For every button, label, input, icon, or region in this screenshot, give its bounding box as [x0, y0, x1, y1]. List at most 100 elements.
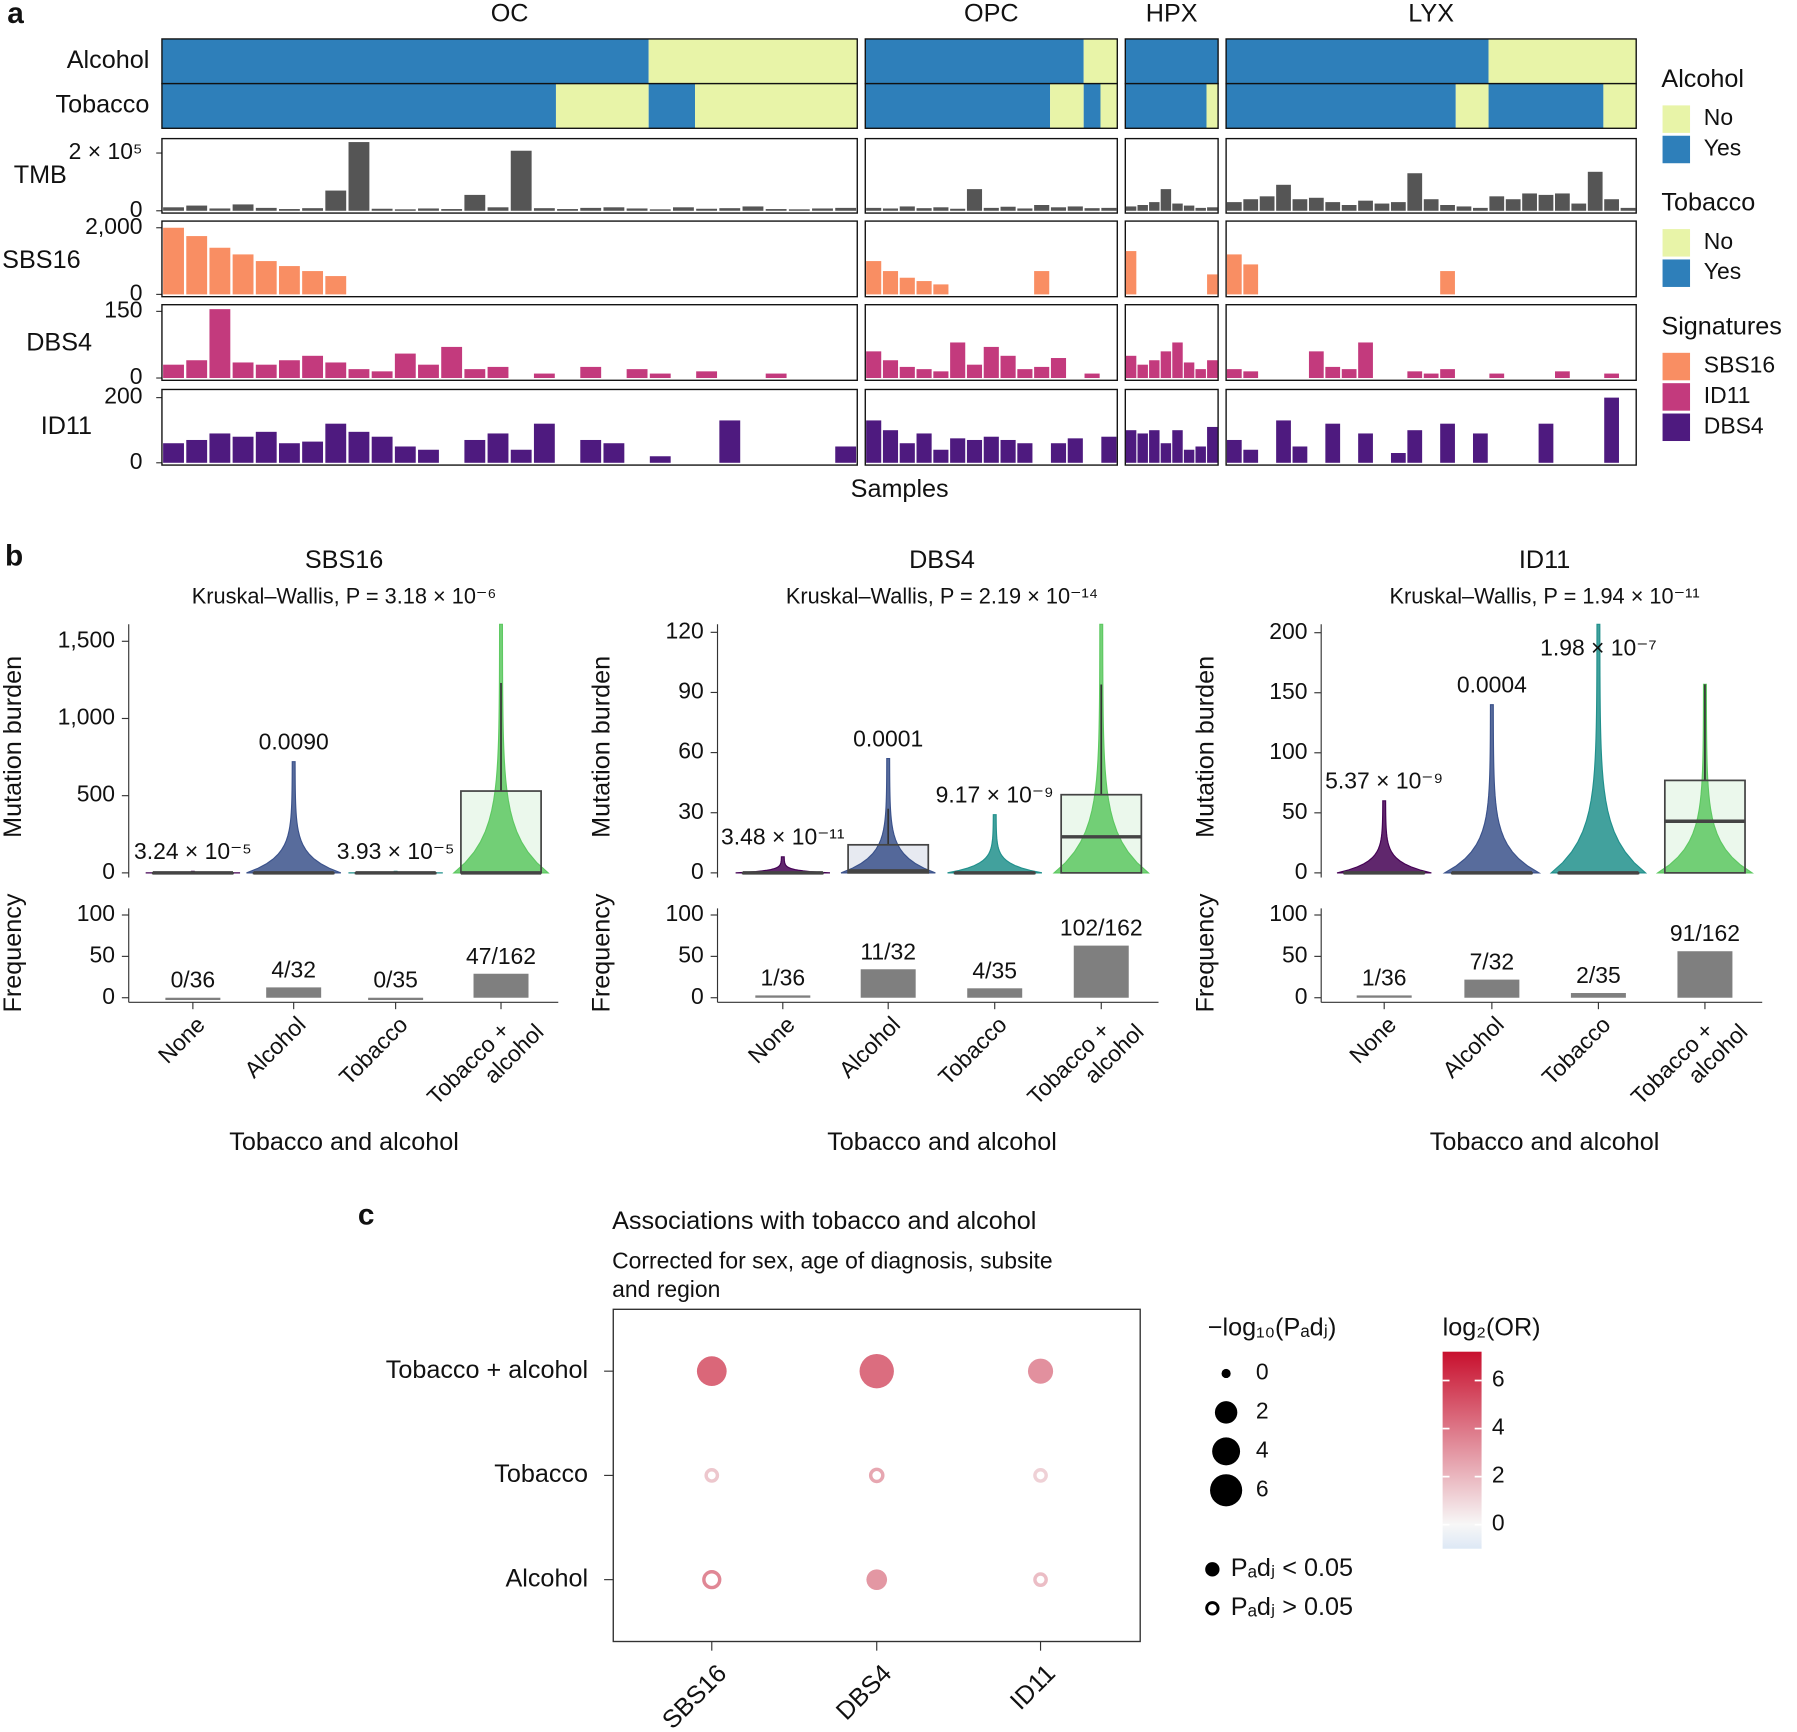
violin	[246, 761, 342, 874]
bar	[1207, 426, 1218, 463]
bar	[899, 277, 915, 295]
track-frame	[161, 137, 858, 214]
bar	[325, 423, 347, 463]
y-axis-title: Mutation burden	[588, 656, 616, 838]
bar	[882, 360, 899, 379]
bar	[1243, 264, 1259, 295]
bar	[1101, 207, 1117, 211]
bar	[278, 360, 300, 379]
group-title: OC	[491, 0, 529, 28]
legend-label: 0	[1256, 1359, 1269, 1385]
legend-label: Pₐdⱼ > 0.05	[1231, 1593, 1353, 1621]
dot	[704, 1468, 720, 1483]
bar	[348, 142, 370, 211]
bar	[209, 247, 231, 295]
bar	[860, 969, 916, 998]
legend-swatch	[1662, 259, 1691, 287]
annotation-cell	[1125, 83, 1207, 129]
bar	[302, 355, 324, 379]
bar	[163, 364, 184, 379]
bar	[533, 423, 555, 463]
bar	[580, 207, 602, 211]
bar	[186, 439, 208, 463]
legend-swatch	[1662, 229, 1691, 257]
annotation-cell	[161, 83, 556, 129]
bar-label: 0/36	[171, 967, 216, 993]
x-tick-label: None	[743, 1011, 800, 1068]
bar	[1604, 199, 1619, 211]
chart-subtitle: Corrected for sex, age of diagnosis, sub…	[612, 1247, 1053, 1273]
bar	[255, 261, 277, 295]
bar	[1149, 202, 1160, 211]
bar	[418, 208, 439, 211]
bar	[368, 997, 424, 1001]
bar	[302, 208, 324, 211]
bar	[1358, 433, 1373, 463]
bar	[950, 342, 966, 379]
bar	[232, 362, 254, 379]
bar	[394, 353, 416, 379]
track-frame	[1124, 388, 1219, 466]
bar	[1341, 204, 1357, 211]
legend-dot	[1210, 1474, 1243, 1507]
y-tick-label: 0	[130, 363, 143, 389]
bar	[1017, 369, 1033, 379]
chart-title: Associations with tobacco and alcohol	[612, 1207, 1036, 1235]
bar	[1292, 199, 1308, 211]
bar	[1160, 351, 1172, 379]
bar	[882, 430, 899, 463]
bar	[487, 433, 509, 463]
bar	[232, 436, 254, 463]
bar	[916, 433, 932, 463]
legend-title: log₂(OR)	[1443, 1313, 1541, 1341]
legend-dot	[1205, 1601, 1220, 1616]
y-tick-label: 50	[1282, 941, 1307, 967]
bar	[1034, 366, 1050, 379]
bar	[765, 209, 787, 211]
bar	[742, 206, 764, 211]
bar	[719, 420, 741, 463]
bar-label: 2/35	[1576, 962, 1621, 988]
bar	[255, 364, 277, 379]
annotation-cell	[865, 83, 1051, 129]
bar	[882, 271, 899, 295]
y-tick-label: 0	[130, 448, 143, 474]
legend-label: 2	[1256, 1397, 1269, 1423]
bar	[1555, 371, 1570, 379]
bar	[1538, 423, 1554, 463]
bar	[1172, 342, 1183, 379]
chart-title: ID11	[1519, 546, 1570, 574]
p-value-label: 1.98 × 10⁻⁷	[1540, 635, 1657, 661]
bar	[1308, 351, 1324, 379]
bar	[916, 208, 932, 211]
bar	[1374, 203, 1390, 211]
bar	[510, 150, 532, 211]
bar-label: 0/35	[373, 967, 418, 993]
bar	[1440, 271, 1455, 295]
y-tick-label: 60	[678, 738, 703, 764]
group-title: OPC	[964, 0, 1019, 28]
bar	[933, 207, 949, 211]
bar	[1125, 206, 1137, 211]
x-tick-label: None	[153, 1011, 210, 1068]
bar	[266, 987, 322, 998]
annotation-cell	[1488, 38, 1637, 84]
legend-label: No	[1704, 104, 1733, 130]
annotation-cell	[1083, 83, 1101, 129]
x-axis-title: Tobacco and alcohol	[827, 1128, 1057, 1156]
y-tick-label: 1,000	[58, 704, 115, 730]
y-tick-label: 100	[1269, 738, 1307, 764]
bar	[302, 271, 324, 295]
bar	[348, 369, 370, 379]
annotation-cell	[555, 83, 649, 129]
bar	[933, 371, 949, 379]
bar-label: 11/32	[860, 938, 916, 964]
bar	[1390, 453, 1406, 463]
y-tick-label: 150	[1269, 678, 1307, 704]
chart-subtitle: Kruskal–Wallis, P = 3.18 × 10⁻⁶	[192, 584, 497, 609]
track-frame	[1225, 304, 1637, 381]
bar	[394, 446, 416, 463]
bar	[278, 209, 300, 211]
bar	[209, 208, 231, 211]
annotation-cell	[1603, 83, 1637, 129]
